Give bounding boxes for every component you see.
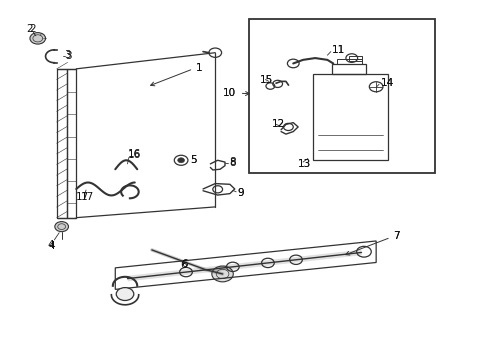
Text: 2: 2 [29,24,36,35]
Circle shape [55,222,68,231]
Text: 9: 9 [237,188,244,198]
Bar [57,69,67,218]
Text: 14: 14 [380,78,393,88]
Text: 7: 7 [392,231,399,241]
Text: 15: 15 [260,75,273,85]
Text: 12: 12 [271,120,284,129]
Text: 4: 4 [48,241,55,251]
Text: 7: 7 [392,231,399,241]
Bar [348,55,361,60]
Text: 16: 16 [127,150,141,160]
Text: 1: 1 [195,63,202,73]
Bar [249,19,434,173]
Text: 10: 10 [223,88,236,98]
Text: 9: 9 [237,188,244,198]
Bar [312,74,387,160]
Text: 13: 13 [298,159,311,169]
Text: 5: 5 [189,155,196,165]
Text: 15: 15 [260,75,273,85]
Text: 3: 3 [65,50,72,60]
Text: 8: 8 [228,157,235,167]
Text: 5: 5 [189,155,196,165]
Text: 8: 8 [228,158,235,168]
Text: 11: 11 [331,45,345,55]
Text: 6: 6 [180,260,186,270]
Circle shape [116,288,134,301]
Text: 10: 10 [223,88,236,98]
Text: 13: 13 [298,159,311,169]
Circle shape [30,33,45,44]
Text: 12: 12 [271,120,284,129]
Bar [336,59,361,64]
Text: 2: 2 [26,24,33,35]
Circle shape [211,266,233,282]
Circle shape [177,158,184,163]
Bar [67,69,76,218]
Bar [331,64,366,74]
Text: 1: 1 [195,63,202,73]
Text: 17: 17 [76,192,89,202]
Text: 14: 14 [380,78,393,88]
Text: 6: 6 [181,259,187,269]
Text: 16: 16 [127,149,141,159]
Text: 11: 11 [331,45,345,55]
Text: 4: 4 [47,239,54,249]
Text: 17: 17 [81,192,94,202]
Text: 3: 3 [64,50,71,60]
